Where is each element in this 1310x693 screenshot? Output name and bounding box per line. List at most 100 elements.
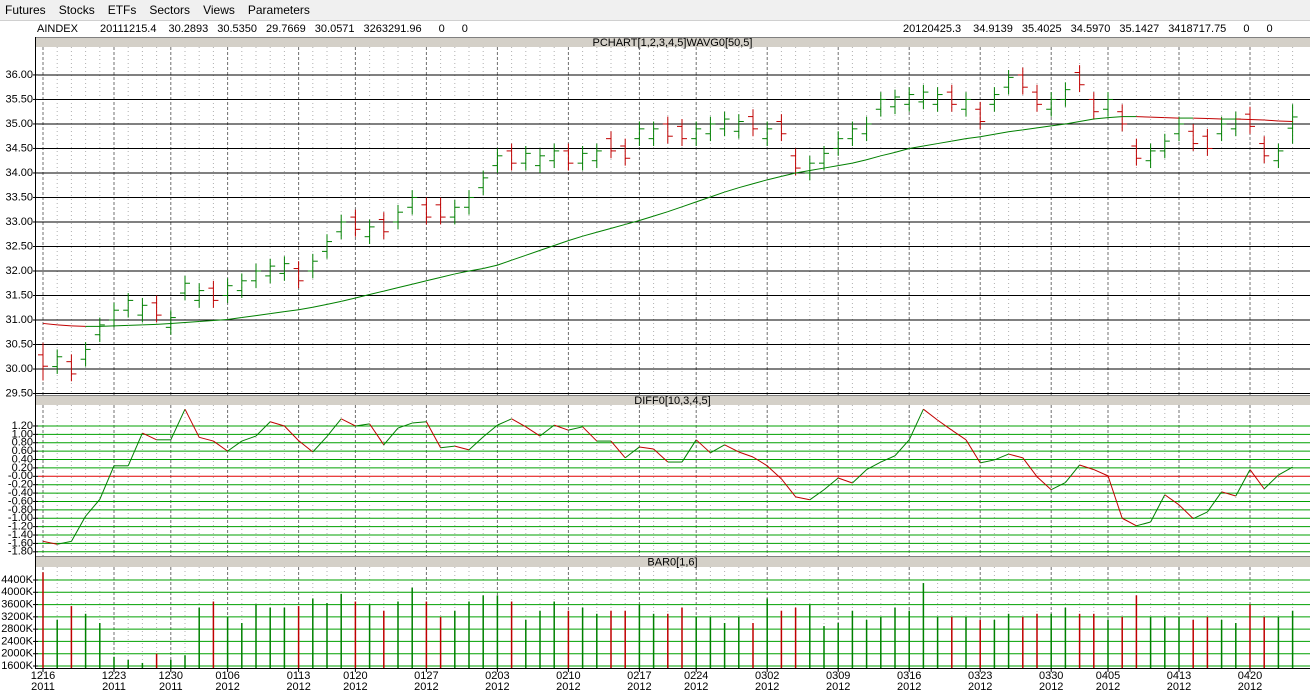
diff-line-segment bbox=[766, 465, 782, 480]
menu-item[interactable]: Stocks bbox=[59, 3, 95, 17]
moving-average-segment bbox=[880, 151, 896, 157]
panel-title: BAR0[1,6] bbox=[647, 556, 697, 568]
y-tick-label: -1.40 bbox=[8, 529, 33, 541]
diff-line-segment bbox=[908, 408, 924, 441]
x-tick-label: 0203 bbox=[485, 670, 509, 682]
diff-line-segment bbox=[1022, 457, 1038, 478]
x-axis: 1216201112232011123020110106201201132012… bbox=[31, 668, 1262, 693]
x-tick-label: 1223 bbox=[102, 670, 126, 682]
diff-line-segment bbox=[1065, 464, 1080, 483]
moving-average-segment bbox=[653, 211, 668, 217]
moving-average-segment bbox=[809, 167, 825, 172]
y-tick-label: -0.80 bbox=[8, 504, 33, 516]
diff-line-segment bbox=[610, 440, 626, 459]
info-field: 20120425.3 bbox=[903, 23, 961, 35]
moving-average-segment bbox=[312, 303, 328, 308]
y-tick-label: 2800K bbox=[1, 623, 33, 635]
menu-item[interactable]: Sectors bbox=[149, 3, 190, 17]
moving-average-segment bbox=[894, 147, 910, 153]
diff-line-segment bbox=[1036, 476, 1052, 491]
diff-line-segment bbox=[838, 477, 853, 484]
diff-line-segment bbox=[57, 540, 72, 545]
diff-line-segment bbox=[85, 499, 101, 517]
moving-average-segment bbox=[582, 231, 597, 237]
diff-line-segment bbox=[255, 421, 271, 437]
moving-average-segment bbox=[994, 131, 1009, 135]
x-tick-year: 2012 bbox=[1039, 681, 1063, 693]
x-tick-year: 2012 bbox=[485, 681, 509, 693]
diff-line-segment bbox=[653, 448, 669, 463]
x-tick-label: 0309 bbox=[826, 670, 850, 682]
info-field: 35.4025 bbox=[1022, 23, 1062, 35]
menu-bar bbox=[0, 0, 1310, 20]
diff-line-segment bbox=[170, 408, 186, 441]
x-tick-year: 2012 bbox=[897, 681, 921, 693]
info-field: 0 bbox=[1266, 23, 1272, 35]
diff-line-segment bbox=[752, 456, 768, 467]
y-tick-label: 29.50 bbox=[5, 387, 33, 399]
diff-line-segment bbox=[70, 515, 87, 542]
diff-line-segment bbox=[227, 440, 243, 452]
moving-average-segment bbox=[781, 172, 796, 177]
y-tick-label: 0.20 bbox=[12, 462, 33, 474]
y-tick-label: 3600K bbox=[1, 598, 33, 610]
panel-title-bar bbox=[35, 556, 1310, 567]
y-tick-label: 35.00 bbox=[5, 118, 33, 130]
diff-line-segment bbox=[241, 435, 257, 442]
info-field: 29.7669 bbox=[266, 23, 306, 35]
diff-line-segment bbox=[1008, 453, 1023, 459]
moving-average-segment bbox=[227, 317, 242, 321]
panel-title: PCHART[1,2,3,4,5]WAVG0[50,5] bbox=[593, 37, 753, 49]
moving-average-segment bbox=[610, 223, 626, 229]
diff-line-segment bbox=[1164, 494, 1180, 506]
x-tick-label: 0217 bbox=[627, 670, 651, 682]
info-field: 3263291.96 bbox=[364, 23, 422, 35]
y-tick-label: -1.20 bbox=[8, 521, 33, 533]
x-tick-label: 0405 bbox=[1096, 670, 1120, 682]
diff-line-segment bbox=[710, 444, 725, 454]
x-tick-label: 1230 bbox=[159, 670, 183, 682]
moving-average-segment bbox=[554, 240, 569, 246]
menu-item[interactable]: ETFs bbox=[108, 3, 137, 17]
moving-average-segment bbox=[326, 300, 342, 305]
info-field: 35.1427 bbox=[1119, 23, 1159, 35]
menu-item[interactable]: Futures bbox=[5, 3, 46, 17]
menu-item[interactable]: Views bbox=[203, 3, 235, 17]
x-tick-year: 2012 bbox=[1167, 681, 1191, 693]
diff-line-segment bbox=[369, 423, 385, 446]
y-tick-label: 35.50 bbox=[5, 93, 33, 105]
x-tick-year: 2011 bbox=[102, 681, 126, 693]
moving-average-segment bbox=[667, 206, 683, 213]
diff-line-segment bbox=[582, 426, 598, 442]
x-tick-year: 2012 bbox=[968, 681, 992, 693]
y-tick-label: 1600K bbox=[1, 660, 33, 672]
moving-average-segment bbox=[454, 270, 470, 275]
moving-average-segment bbox=[483, 264, 498, 270]
diff-line-segment bbox=[42, 540, 58, 545]
moving-average-segment bbox=[1022, 127, 1038, 131]
diff-line-segment bbox=[1192, 511, 1208, 520]
y-tick-label: 4400K bbox=[1, 574, 33, 586]
x-tick-label: 0210 bbox=[556, 670, 580, 682]
x-tick-year: 2012 bbox=[1238, 681, 1262, 693]
panel: PCHART[1,2,3,4,5]WAVG0[50,5] 29.50 30.00 30… bbox=[5, 37, 1310, 399]
diff-line-segment bbox=[412, 421, 427, 424]
diff-line-segment bbox=[639, 446, 654, 450]
y-tick-label: -1.00 bbox=[8, 512, 33, 524]
diff-line-segment bbox=[965, 439, 981, 464]
panel: DIFF0[10,3,4,5]1.201.000.800.600.400.20-… bbox=[8, 395, 1310, 558]
diff-line-segment bbox=[511, 418, 527, 428]
panel-title-bar bbox=[35, 395, 1310, 405]
menu-item[interactable]: Parameters bbox=[248, 3, 310, 17]
diff-line-segment bbox=[1206, 491, 1223, 513]
info-field: 30.5350 bbox=[217, 23, 257, 35]
moving-average-segment bbox=[866, 155, 881, 161]
diff-line-segment bbox=[1093, 469, 1109, 477]
diff-line-segment bbox=[781, 478, 796, 498]
menu: Futures Stocks ETFs Sectors Views Parameters bbox=[5, 3, 310, 17]
diff-line-segment bbox=[340, 418, 356, 427]
diff-line-segment bbox=[1263, 474, 1279, 490]
y-tick-label: 1.20 bbox=[12, 420, 33, 432]
x-tick-year: 2012 bbox=[826, 681, 850, 693]
